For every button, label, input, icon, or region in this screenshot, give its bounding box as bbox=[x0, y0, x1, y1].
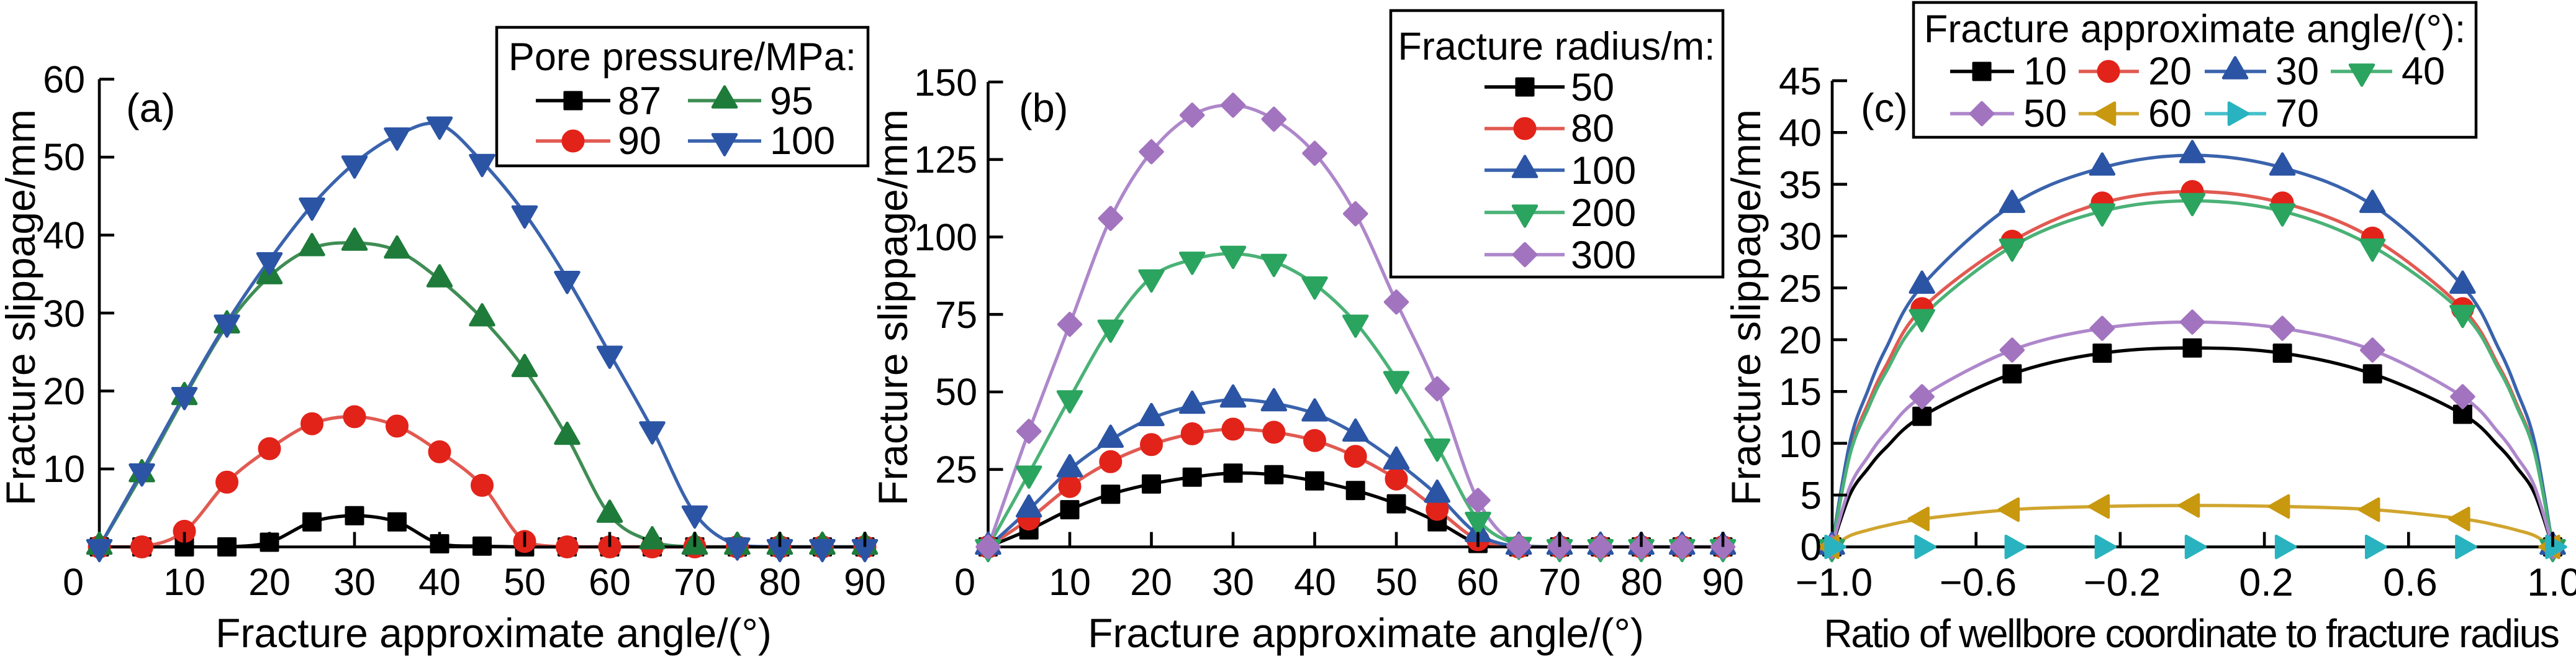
svg-text:125: 125 bbox=[914, 139, 977, 181]
svg-text:0.2: 0.2 bbox=[2239, 561, 2294, 604]
svg-text:Fracture radius/m:: Fracture radius/m: bbox=[1398, 25, 1715, 68]
svg-text:90: 90 bbox=[1702, 561, 1744, 603]
svg-text:1.0: 1.0 bbox=[2527, 561, 2576, 604]
svg-text:20: 20 bbox=[1779, 319, 1822, 362]
svg-text:80: 80 bbox=[759, 561, 801, 603]
svg-text:50: 50 bbox=[504, 561, 546, 603]
svg-text:50: 50 bbox=[935, 371, 977, 413]
svg-text:30: 30 bbox=[1779, 216, 1822, 258]
svg-text:Fracture slippage/mm: Fracture slippage/mm bbox=[870, 109, 916, 506]
svg-text:10: 10 bbox=[1049, 561, 1091, 603]
svg-text:60: 60 bbox=[1457, 561, 1499, 603]
svg-text:80: 80 bbox=[1571, 107, 1614, 150]
svg-text:60: 60 bbox=[2148, 92, 2192, 135]
svg-text:0: 0 bbox=[63, 561, 84, 603]
svg-text:Fracture slippage/mm: Fracture slippage/mm bbox=[0, 109, 43, 506]
svg-text:50: 50 bbox=[2023, 92, 2067, 135]
svg-text:40: 40 bbox=[418, 561, 461, 603]
svg-text:50: 50 bbox=[43, 136, 85, 178]
svg-text:100: 100 bbox=[914, 216, 977, 258]
svg-text:25: 25 bbox=[1779, 268, 1822, 311]
svg-text:30: 30 bbox=[2275, 50, 2319, 93]
svg-text:20: 20 bbox=[43, 370, 85, 412]
svg-text:75: 75 bbox=[935, 294, 977, 336]
svg-text:200: 200 bbox=[1571, 191, 1636, 235]
svg-text:Fracture approximate angle/(°): Fracture approximate angle/(°): bbox=[1924, 7, 2466, 51]
svg-text:35: 35 bbox=[1779, 164, 1822, 207]
svg-text:40: 40 bbox=[1294, 561, 1336, 603]
svg-text:30: 30 bbox=[333, 561, 376, 603]
svg-text:40: 40 bbox=[1779, 112, 1822, 155]
svg-text:300: 300 bbox=[1571, 234, 1636, 277]
svg-text:90: 90 bbox=[618, 119, 661, 163]
svg-text:70: 70 bbox=[2275, 92, 2319, 135]
svg-text:30: 30 bbox=[1212, 561, 1254, 603]
svg-text:0: 0 bbox=[954, 561, 975, 603]
svg-text:Pore pressure/MPa:: Pore pressure/MPa: bbox=[508, 35, 856, 79]
svg-text:10: 10 bbox=[1779, 423, 1822, 466]
svg-text:Fracture slippage/mm: Fracture slippage/mm bbox=[1723, 109, 1769, 506]
svg-text:60: 60 bbox=[43, 58, 85, 101]
svg-text:100: 100 bbox=[770, 119, 835, 163]
svg-text:90: 90 bbox=[844, 561, 886, 603]
svg-text:−1.0: −1.0 bbox=[1796, 561, 1873, 604]
svg-text:95: 95 bbox=[770, 80, 813, 123]
svg-text:50: 50 bbox=[1571, 66, 1614, 109]
svg-text:5: 5 bbox=[1801, 475, 1822, 517]
svg-text:40: 40 bbox=[43, 214, 85, 257]
svg-text:Fracture approximate angle/(°): Fracture approximate angle/(°) bbox=[215, 610, 772, 656]
svg-text:30: 30 bbox=[43, 293, 85, 335]
svg-text:0.6: 0.6 bbox=[2383, 561, 2438, 604]
svg-text:10: 10 bbox=[43, 448, 85, 490]
svg-text:40: 40 bbox=[2402, 50, 2445, 93]
svg-text:(a): (a) bbox=[126, 85, 175, 130]
svg-text:15: 15 bbox=[1779, 371, 1822, 414]
svg-text:87: 87 bbox=[618, 80, 661, 123]
svg-text:100: 100 bbox=[1571, 149, 1636, 193]
svg-text:80: 80 bbox=[1620, 561, 1663, 603]
svg-text:20: 20 bbox=[1130, 561, 1172, 603]
svg-text:10: 10 bbox=[2023, 50, 2067, 93]
svg-text:−0.6: −0.6 bbox=[1940, 561, 2017, 604]
svg-text:60: 60 bbox=[589, 561, 631, 603]
svg-text:45: 45 bbox=[1779, 60, 1822, 103]
svg-text:Fracture approximate angle/(°): Fracture approximate angle/(°) bbox=[1088, 610, 1644, 656]
svg-text:70: 70 bbox=[1539, 561, 1581, 603]
svg-text:10: 10 bbox=[163, 561, 206, 603]
svg-text:(c): (c) bbox=[1861, 85, 1908, 130]
svg-text:50: 50 bbox=[1375, 561, 1417, 603]
svg-text:Ratio of wellbore coordinate t: Ratio of wellbore coordinate to fracture… bbox=[1824, 611, 2559, 656]
svg-text:−0.2: −0.2 bbox=[2084, 561, 2161, 604]
svg-text:20: 20 bbox=[248, 561, 291, 603]
svg-text:20: 20 bbox=[2148, 50, 2192, 93]
svg-text:70: 70 bbox=[674, 561, 716, 603]
svg-text:(b): (b) bbox=[1019, 85, 1068, 130]
svg-text:25: 25 bbox=[935, 448, 977, 491]
svg-text:0: 0 bbox=[1801, 526, 1822, 569]
svg-text:150: 150 bbox=[914, 61, 977, 104]
